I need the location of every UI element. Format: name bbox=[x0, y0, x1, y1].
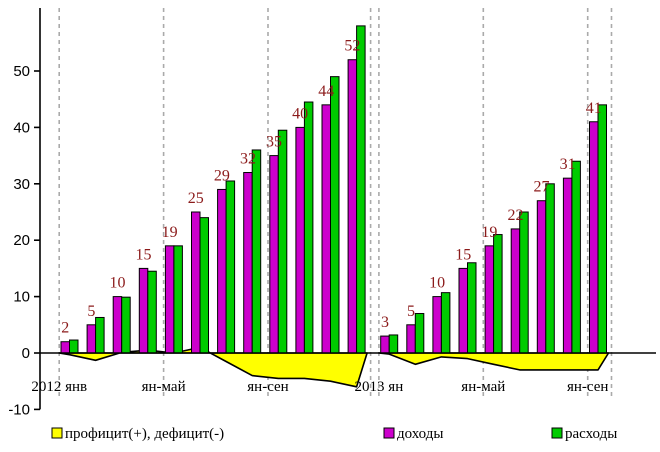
bar-income-19 bbox=[562, 177, 573, 354]
bar-income-6 bbox=[217, 188, 227, 354]
data-label: 2 bbox=[61, 320, 69, 337]
bar-expense-10 bbox=[330, 76, 340, 354]
data-label: 19 bbox=[162, 224, 178, 241]
data-label: 19 bbox=[481, 224, 497, 241]
legend-swatch bbox=[51, 427, 63, 439]
data-label: 29 bbox=[214, 167, 230, 184]
bar-income-15 bbox=[458, 267, 468, 354]
x-tick-label: 2013 ян bbox=[355, 379, 404, 395]
bar-expense-6 bbox=[225, 180, 236, 354]
bar-expense-1 bbox=[95, 316, 105, 354]
bar-expense-11 bbox=[356, 25, 366, 354]
bar-expense-3 bbox=[147, 270, 157, 354]
bar-expense-15 bbox=[467, 262, 477, 354]
bar-expense-19 bbox=[571, 160, 581, 354]
data-label: 15 bbox=[455, 246, 471, 263]
x-tick-label: ян-май bbox=[461, 379, 505, 395]
bar-income-1 bbox=[86, 324, 97, 354]
bar-expense-17 bbox=[519, 211, 529, 354]
x-tick-label: ян-май bbox=[142, 379, 186, 395]
data-label: 52 bbox=[344, 38, 360, 55]
data-label: 15 bbox=[136, 246, 152, 263]
bar-income-18 bbox=[536, 200, 547, 354]
data-label: 5 bbox=[407, 303, 415, 320]
legend-label: профицит(+), дефицит(-) bbox=[65, 426, 224, 442]
legend-label: расходы bbox=[565, 426, 617, 442]
data-label: 25 bbox=[188, 190, 204, 207]
data-label: 32 bbox=[240, 151, 256, 168]
bar-expense-2 bbox=[121, 296, 131, 354]
bar-income-12 bbox=[380, 335, 390, 354]
bar-income-20 bbox=[589, 121, 599, 354]
x-tick-label: ян-сен bbox=[567, 379, 608, 395]
bar-expense-0 bbox=[69, 339, 79, 354]
bar-income-4 bbox=[164, 245, 175, 354]
y-tick-label: 20 bbox=[13, 232, 30, 249]
bar-expense-16 bbox=[493, 234, 503, 354]
data-label: 10 bbox=[109, 275, 125, 292]
bar-income-13 bbox=[406, 324, 416, 354]
bar-expense-8 bbox=[277, 129, 288, 354]
bar-income-7 bbox=[243, 172, 253, 354]
legend-label: доходы bbox=[397, 426, 443, 442]
y-tick-label: 30 bbox=[13, 176, 30, 193]
data-label: 22 bbox=[507, 207, 523, 224]
bar-expense-13 bbox=[414, 313, 425, 354]
bar-expense-14 bbox=[440, 292, 451, 354]
y-tick-label: 10 bbox=[13, 289, 30, 306]
legend: профицит(+), дефицит(-) доходы расходы bbox=[51, 426, 617, 442]
balance-area-2013 bbox=[377, 352, 610, 371]
x-tick-label: ян-сен bbox=[247, 379, 288, 395]
bar-income-17 bbox=[510, 228, 521, 354]
y-tick-label: 40 bbox=[13, 119, 30, 136]
data-label: 10 bbox=[429, 275, 445, 292]
bar-income-14 bbox=[432, 296, 442, 354]
data-label: 44 bbox=[318, 83, 334, 100]
data-label: 27 bbox=[534, 179, 550, 196]
data-label: 3 bbox=[381, 314, 389, 331]
bar-expense-7 bbox=[251, 149, 262, 354]
data-label: 5 bbox=[87, 303, 95, 320]
bar-income-11 bbox=[347, 59, 358, 354]
y-tick-label: 50 bbox=[13, 63, 30, 80]
axes: -10 0 10 20 30 40 50 bbox=[8, 8, 656, 418]
bar-expense-20 bbox=[597, 104, 607, 354]
bar-income-8 bbox=[269, 155, 279, 354]
bar-expense-12 bbox=[388, 334, 399, 354]
legend-swatch bbox=[383, 427, 395, 439]
bar-expense-18 bbox=[545, 183, 555, 354]
bar-income-2 bbox=[112, 296, 123, 354]
y-tick-label: 0 bbox=[22, 345, 30, 362]
data-label: 40 bbox=[292, 105, 308, 122]
bars bbox=[60, 25, 607, 354]
legend-swatch bbox=[551, 427, 563, 439]
bar-income-0 bbox=[60, 341, 70, 354]
x-axis-labels: 2012 янв ян-май ян-сен 2013 ян ян-май ян-сен bbox=[31, 379, 608, 395]
data-label: 41 bbox=[586, 100, 602, 117]
balance-area bbox=[58, 346, 610, 388]
bar-expense-5 bbox=[199, 217, 209, 354]
bar-income-10 bbox=[321, 104, 331, 354]
bar-expense-4 bbox=[173, 245, 183, 354]
bar-income-3 bbox=[138, 267, 149, 354]
grid-lines bbox=[58, 8, 613, 398]
data-label: 35 bbox=[266, 134, 282, 151]
x-tick-label: 2012 янв bbox=[31, 379, 87, 395]
bar-income-5 bbox=[191, 211, 201, 354]
bar-income-9 bbox=[295, 126, 305, 354]
bar-expense-9 bbox=[303, 101, 314, 354]
data-label: 31 bbox=[560, 156, 576, 173]
balance-area-2012 bbox=[58, 346, 368, 388]
bar-income-16 bbox=[484, 245, 495, 354]
y-tick-label: -10 bbox=[8, 401, 30, 418]
